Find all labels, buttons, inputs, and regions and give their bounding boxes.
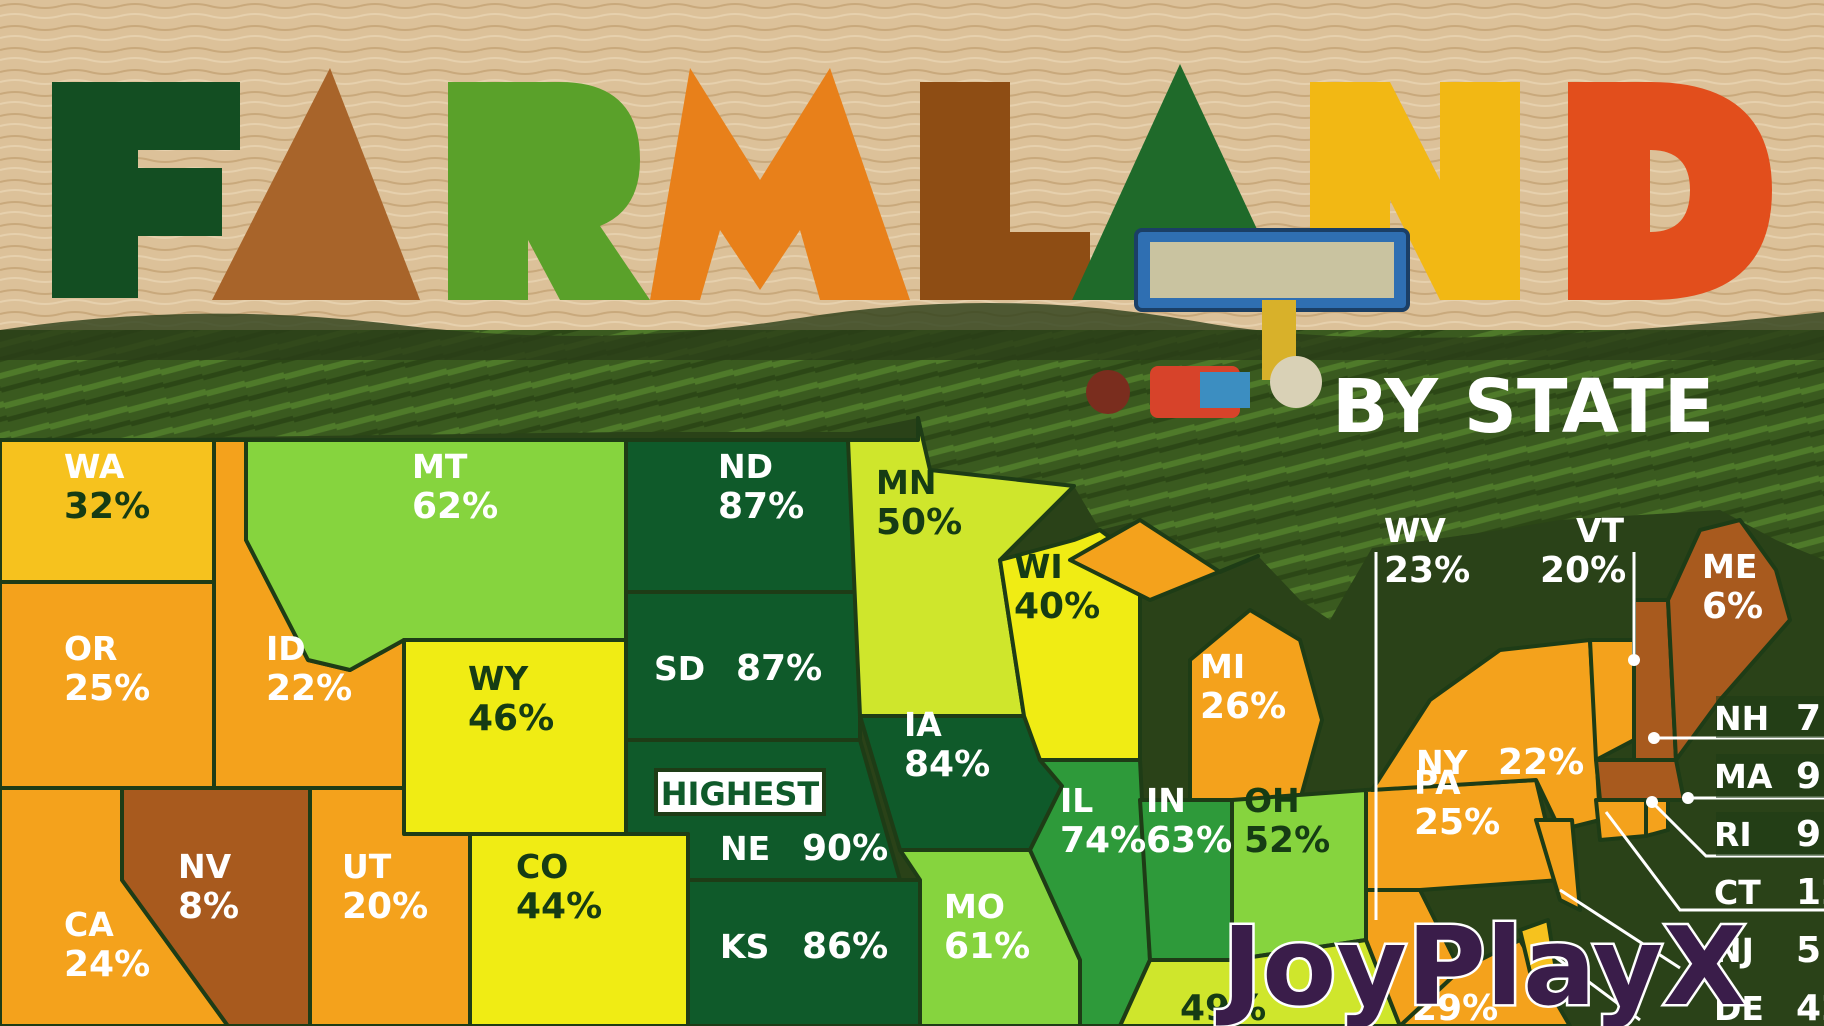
state-pct-ut: 20%	[342, 886, 428, 927]
title-letter-a	[212, 68, 420, 300]
state-pct-id: 22%	[266, 668, 352, 709]
state-pct-ma: 9	[1796, 756, 1821, 797]
state-pct-wa: 32%	[64, 486, 150, 527]
state-me	[1666, 518, 1792, 762]
crop-edge	[0, 302, 1824, 360]
state-vt	[1588, 638, 1636, 762]
title-farmland	[52, 64, 1772, 300]
leader-dots	[1628, 654, 1694, 808]
label-strip-nh	[1716, 696, 1824, 738]
state-pct-vt: 20%	[1540, 550, 1626, 591]
state-pct-nh: 7	[1796, 698, 1821, 739]
highest-badge: HIGHEST	[654, 768, 826, 816]
state-nj	[1534, 818, 1582, 912]
state-pct-wy: 46%	[468, 698, 554, 739]
state-code-ri: RI	[1714, 815, 1752, 854]
state-code-mi: MI	[1200, 647, 1245, 686]
state-code-wy: WY	[468, 659, 529, 698]
highest-badge-label: HIGHEST	[661, 775, 820, 813]
state-code-ca: CA	[64, 905, 114, 944]
state-code-ut: UT	[342, 847, 392, 886]
state-pct-mo: 61%	[944, 926, 1030, 967]
state-pct-nv: 8%	[178, 886, 239, 927]
state-pct-ia: 84%	[904, 744, 990, 785]
state-pct-ne: 90%	[802, 828, 888, 869]
state-code-id: ID	[266, 629, 306, 668]
state-pct-in: 63%	[1146, 820, 1232, 861]
state-pct-or: 25%	[64, 668, 150, 709]
state-code-vt: VT	[1576, 511, 1625, 550]
state-pct-ca: 24%	[64, 944, 150, 985]
state-pct-de: 42	[1796, 988, 1824, 1026]
subtitle-by-state: BY STATE	[1332, 364, 1714, 450]
state-pct-ct: 12	[1796, 872, 1824, 913]
title-letter-f	[52, 82, 240, 298]
state-code-de: DE	[1714, 989, 1764, 1026]
tractor-image	[1086, 228, 1410, 418]
state-code-me: ME	[1702, 547, 1757, 586]
label-strip-ma	[1716, 754, 1824, 798]
state-de	[1518, 918, 1558, 974]
state-pct-mi: 26%	[1200, 686, 1286, 727]
state-pct-wi: 40%	[1014, 586, 1100, 627]
state-pct-mt: 62%	[412, 486, 498, 527]
state-code-ny: NY	[1416, 743, 1469, 782]
state-wi	[998, 528, 1142, 762]
state-code-mo: MO	[944, 887, 1005, 926]
state-code-ia: IA	[904, 705, 942, 744]
state-pct-ky: 49%	[1180, 988, 1266, 1026]
state-pct-nj: 5	[1796, 930, 1821, 971]
state-pct-va: 29%	[1412, 988, 1498, 1026]
title-letter-d	[1568, 82, 1772, 300]
state-ks	[686, 878, 922, 1026]
state-code-nv: NV	[178, 847, 232, 886]
state-code-in: IN	[1146, 781, 1186, 820]
state-code-ma: MA	[1714, 757, 1773, 796]
state-pct-mn: 50%	[876, 502, 962, 543]
state-pct-nd: 87%	[718, 486, 804, 527]
state-pct-il: 74%	[1060, 820, 1146, 861]
state-code-nd: ND	[718, 447, 773, 486]
state-ri	[1644, 798, 1670, 838]
state-pct-co: 44%	[516, 886, 602, 927]
state-mi-upper	[1068, 518, 1260, 602]
state-pct-me: 6%	[1702, 586, 1763, 627]
state-pct-ks: 86%	[802, 926, 888, 967]
state-code-nj: NJ	[1714, 931, 1754, 970]
title-letter-l	[920, 82, 1090, 300]
state-code-nh: NH	[1714, 699, 1769, 738]
state-code-mt: MT	[412, 447, 468, 486]
state-code-wi: WI	[1014, 547, 1063, 586]
state-code-oh: OH	[1244, 781, 1300, 820]
state-nv	[120, 786, 312, 1026]
state-co	[468, 832, 690, 1026]
state-code-sd: SD	[654, 649, 705, 688]
state-ma	[1594, 758, 1686, 802]
state-pct-wv: 23%	[1384, 550, 1470, 591]
state-labels: WA32%OR25%CA24%ID22%NV8%MT62%WY46%UT20%C…	[64, 447, 1824, 1026]
state-pct-ri: 9	[1796, 814, 1821, 855]
state-code-pa: PA	[1414, 763, 1461, 802]
state-code-or: OR	[64, 629, 117, 668]
state-pct-ny: 22%	[1498, 742, 1584, 783]
state-code-il: IL	[1060, 781, 1093, 820]
title-letter-m	[650, 68, 910, 300]
state-code-wa: WA	[64, 447, 125, 486]
state-code-wv: WV	[1384, 511, 1446, 550]
us-map	[0, 416, 1824, 1026]
state-pct-sd: 87%	[736, 648, 822, 689]
state-code-ne: NE	[720, 829, 770, 868]
state-ky	[1118, 938, 1402, 1026]
title-letter-r	[448, 82, 650, 300]
state-code-mn: MN	[876, 463, 936, 502]
label-strip-ri	[1716, 812, 1824, 856]
watermark: JoyPlayX	[1215, 905, 1746, 1026]
state-code-ks: KS	[720, 927, 769, 966]
state-code-co: CO	[516, 847, 568, 886]
state-pct-oh: 52%	[1244, 820, 1330, 861]
state-pct-pa: 25%	[1414, 802, 1500, 843]
state-code-ct: CT	[1714, 873, 1761, 912]
